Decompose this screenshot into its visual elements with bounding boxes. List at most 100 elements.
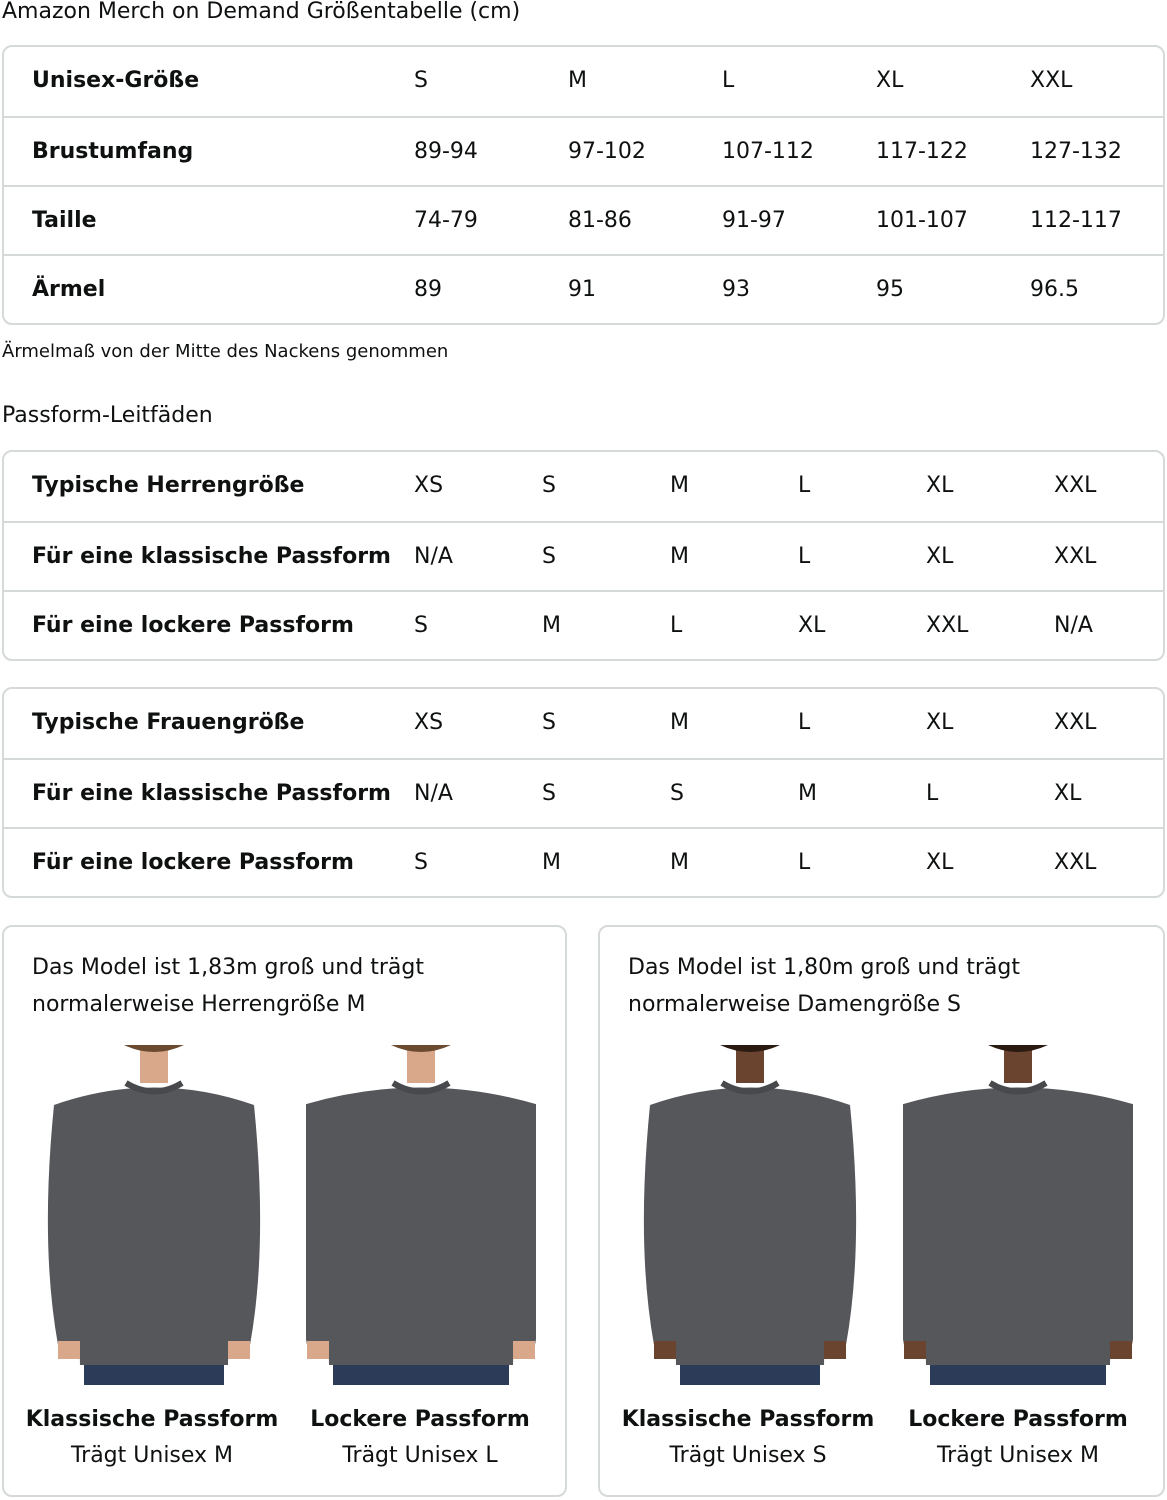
table-row: Für eine lockere Passform S M L XL XXL N/A: [4, 590, 1163, 659]
row-label: Für eine lockere Passform: [32, 850, 354, 875]
model-description-line: normalerweise Damengröße S: [628, 992, 961, 1017]
table-cell: 89-94: [414, 139, 478, 164]
table-row: Ärmel 89 91 93 95 96.5: [4, 254, 1163, 323]
model-description-line: Das Model ist 1,83m groß und trägt: [32, 955, 424, 980]
women-model-panel: Das Model ist 1,80m groß und trägt norma…: [598, 925, 1165, 1497]
table-cell: 127-132: [1030, 139, 1122, 164]
table-cell: 91-97: [722, 208, 786, 233]
table-cell: XXL: [1054, 473, 1097, 498]
table-cell: M: [798, 781, 817, 806]
fit-guide-heading: Passform-Leitfäden: [2, 403, 213, 428]
table-cell: 101-107: [876, 208, 968, 233]
model-description: Das Model ist 1,80m groß und trägt norma…: [628, 949, 1148, 1023]
female-model-photo: [893, 1045, 1143, 1385]
table-cell: XXL: [1054, 710, 1097, 735]
table-row: Unisex-Größe S M L XL XXL: [4, 47, 1163, 116]
table-cell: 107-112: [722, 139, 814, 164]
table-cell: N/A: [414, 781, 453, 806]
model-description-line: Das Model ist 1,80m groß und trägt: [628, 955, 1020, 980]
table-cell: S: [414, 68, 428, 93]
table-cell: 97-102: [568, 139, 646, 164]
table-cell: M: [542, 613, 561, 638]
table-cell: XS: [414, 473, 444, 498]
table-cell: 89: [414, 277, 442, 302]
figure-caption: Klassische Passform Trägt Unisex M: [17, 1405, 287, 1477]
wears-size-label: Trägt Unisex L: [342, 1443, 498, 1468]
row-label: Taille: [32, 208, 97, 233]
row-label: Ärmel: [32, 277, 106, 302]
table-cell: 93: [722, 277, 750, 302]
table-row: Für eine klassische Passform N/A S S M L XL: [4, 758, 1163, 827]
table-cell: XS: [414, 710, 444, 735]
model-description: Das Model ist 1,83m groß und trägt norma…: [32, 949, 552, 1023]
row-label: Typische Frauengröße: [32, 710, 305, 735]
table-cell: 112-117: [1030, 208, 1122, 233]
table-cell: XL: [926, 544, 954, 569]
table-cell: XL: [926, 710, 954, 735]
row-label: Unisex-Größe: [32, 68, 200, 93]
table-cell: M: [670, 544, 689, 569]
table-row: Typische Frauengröße XS S M L XL XXL: [4, 689, 1163, 758]
sleeve-note: Ärmelmaß von der Mitte des Nackens genom…: [2, 341, 449, 362]
table-cell: XXL: [1054, 850, 1097, 875]
table-cell: XL: [1054, 781, 1082, 806]
fit-label: Lockere Passform: [908, 1407, 1128, 1432]
table-cell: L: [722, 68, 735, 93]
table-cell: L: [798, 544, 811, 569]
female-model-photo: [635, 1045, 865, 1385]
male-model-photo: [39, 1045, 269, 1385]
table-cell: L: [798, 850, 811, 875]
table-cell: M: [670, 850, 689, 875]
table-cell: L: [926, 781, 939, 806]
table-cell: M: [542, 850, 561, 875]
table-cell: S: [542, 710, 556, 735]
figure-caption: Lockere Passform Trägt Unisex M: [883, 1405, 1153, 1477]
table-cell: 74-79: [414, 208, 478, 233]
table-cell: N/A: [414, 544, 453, 569]
table-cell: S: [542, 473, 556, 498]
table-row: Typische Herrengröße XS S M L XL XXL: [4, 452, 1163, 521]
table-cell: XXL: [926, 613, 969, 638]
men-fit-table: Typische Herrengröße XS S M L XL XXL Für eine k…: [2, 450, 1165, 661]
table-cell: 96.5: [1030, 277, 1079, 302]
table-cell: S: [414, 850, 428, 875]
row-label: Typische Herrengröße: [32, 473, 305, 498]
size-table: Unisex-Größe S M L XL XXL Brustumfang 89-94 97-1…: [2, 45, 1165, 325]
page-title: Amazon Merch on Demand Größentabelle (cm…: [2, 0, 521, 24]
fit-label: Klassische Passform: [621, 1407, 875, 1432]
table-cell: M: [670, 473, 689, 498]
table-cell: S: [542, 544, 556, 569]
table-row: Für eine klassische Passform N/A S M L XL XXL: [4, 521, 1163, 590]
table-cell: L: [670, 613, 683, 638]
wears-size-label: Trägt Unisex M: [936, 1443, 1100, 1468]
table-cell: XL: [926, 473, 954, 498]
table-cell: 81-86: [568, 208, 632, 233]
fit-label: Klassische Passform: [25, 1407, 279, 1432]
table-cell: M: [568, 68, 587, 93]
table-cell: S: [414, 613, 428, 638]
table-cell: N/A: [1054, 613, 1093, 638]
table-cell: M: [670, 710, 689, 735]
women-fit-table: Typische Frauengröße XS S M L XL XXL Für eine k…: [2, 687, 1165, 898]
table-cell: 91: [568, 277, 596, 302]
table-cell: S: [542, 781, 556, 806]
row-label: Für eine klassische Passform: [32, 544, 391, 569]
model-description-line: normalerweise Herrengröße M: [32, 992, 366, 1017]
male-model-photo: [296, 1045, 546, 1385]
table-cell: XXL: [1054, 544, 1097, 569]
table-cell: L: [798, 710, 811, 735]
table-cell: XXL: [1030, 68, 1073, 93]
table-row: Für eine lockere Passform S M M L XL XXL: [4, 827, 1163, 896]
table-row: Brustumfang 89-94 97-102 107-112 117-122 127-…: [4, 116, 1163, 185]
wears-size-label: Trägt Unisex M: [70, 1443, 234, 1468]
wears-size-label: Trägt Unisex S: [669, 1443, 827, 1468]
table-cell: XL: [798, 613, 826, 638]
table-cell: 95: [876, 277, 904, 302]
figure-caption: Lockere Passform Trägt Unisex L: [285, 1405, 555, 1477]
row-label: Brustumfang: [32, 139, 194, 164]
table-cell: S: [670, 781, 684, 806]
table-cell: 117-122: [876, 139, 968, 164]
figure-caption: Klassische Passform Trägt Unisex S: [613, 1405, 883, 1477]
row-label: Für eine klassische Passform: [32, 781, 391, 806]
row-label: Für eine lockere Passform: [32, 613, 354, 638]
